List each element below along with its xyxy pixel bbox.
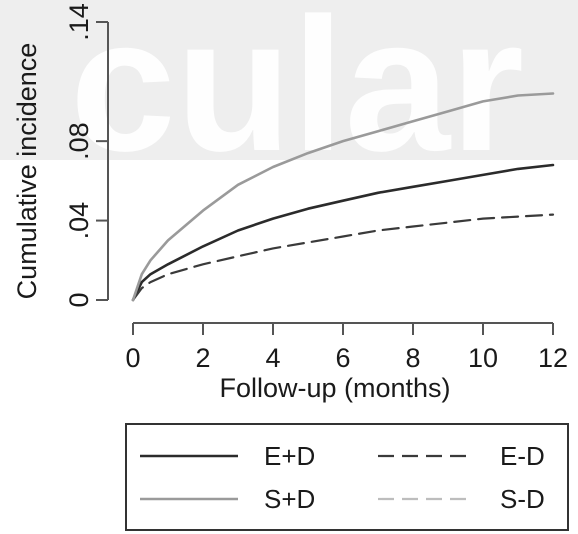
series-group (131, 92, 555, 302)
x-tick-label: 0 (125, 343, 140, 373)
y-tick-label: 0 (64, 292, 94, 307)
x-tick-label: 10 (468, 343, 498, 373)
x-tick-label: 12 (538, 343, 568, 373)
x-tick-label: 8 (405, 343, 420, 373)
legend: E+D E-D S+D S-D (125, 423, 569, 531)
x-axis-title: Follow-up (months) (219, 373, 450, 403)
legend-label: S+D (264, 484, 315, 514)
x-tick-label: 6 (335, 343, 350, 373)
series-line-e-d (131, 163, 555, 302)
legend-label: S-D (500, 484, 545, 514)
series-line-e-d (131, 213, 555, 302)
legend-box (125, 423, 569, 531)
x-tick-label: 2 (195, 343, 210, 373)
y-tick-label: .14 (64, 3, 94, 41)
watermark-svg: cular (0, 0, 578, 160)
y-axis-title: Cumulative incidence (12, 43, 42, 300)
legend-label: E+D (264, 441, 315, 471)
series-line-s-d (131, 92, 555, 302)
y-ticks-group: 0 .04 .08 .14 (64, 3, 108, 308)
legend-label: E-D (500, 441, 545, 471)
y-tick-label: .04 (64, 202, 94, 240)
x-tick-label: 4 (265, 343, 280, 373)
x-ticks-group: 0 2 4 6 8 10 12 (125, 323, 568, 373)
y-tick-label: .08 (64, 122, 94, 160)
watermark-overlay: cular (0, 0, 578, 160)
watermark-band (0, 0, 578, 160)
legend-items: E+D E-D S+D S-D (140, 441, 545, 514)
watermark-text: cular (70, 0, 524, 160)
